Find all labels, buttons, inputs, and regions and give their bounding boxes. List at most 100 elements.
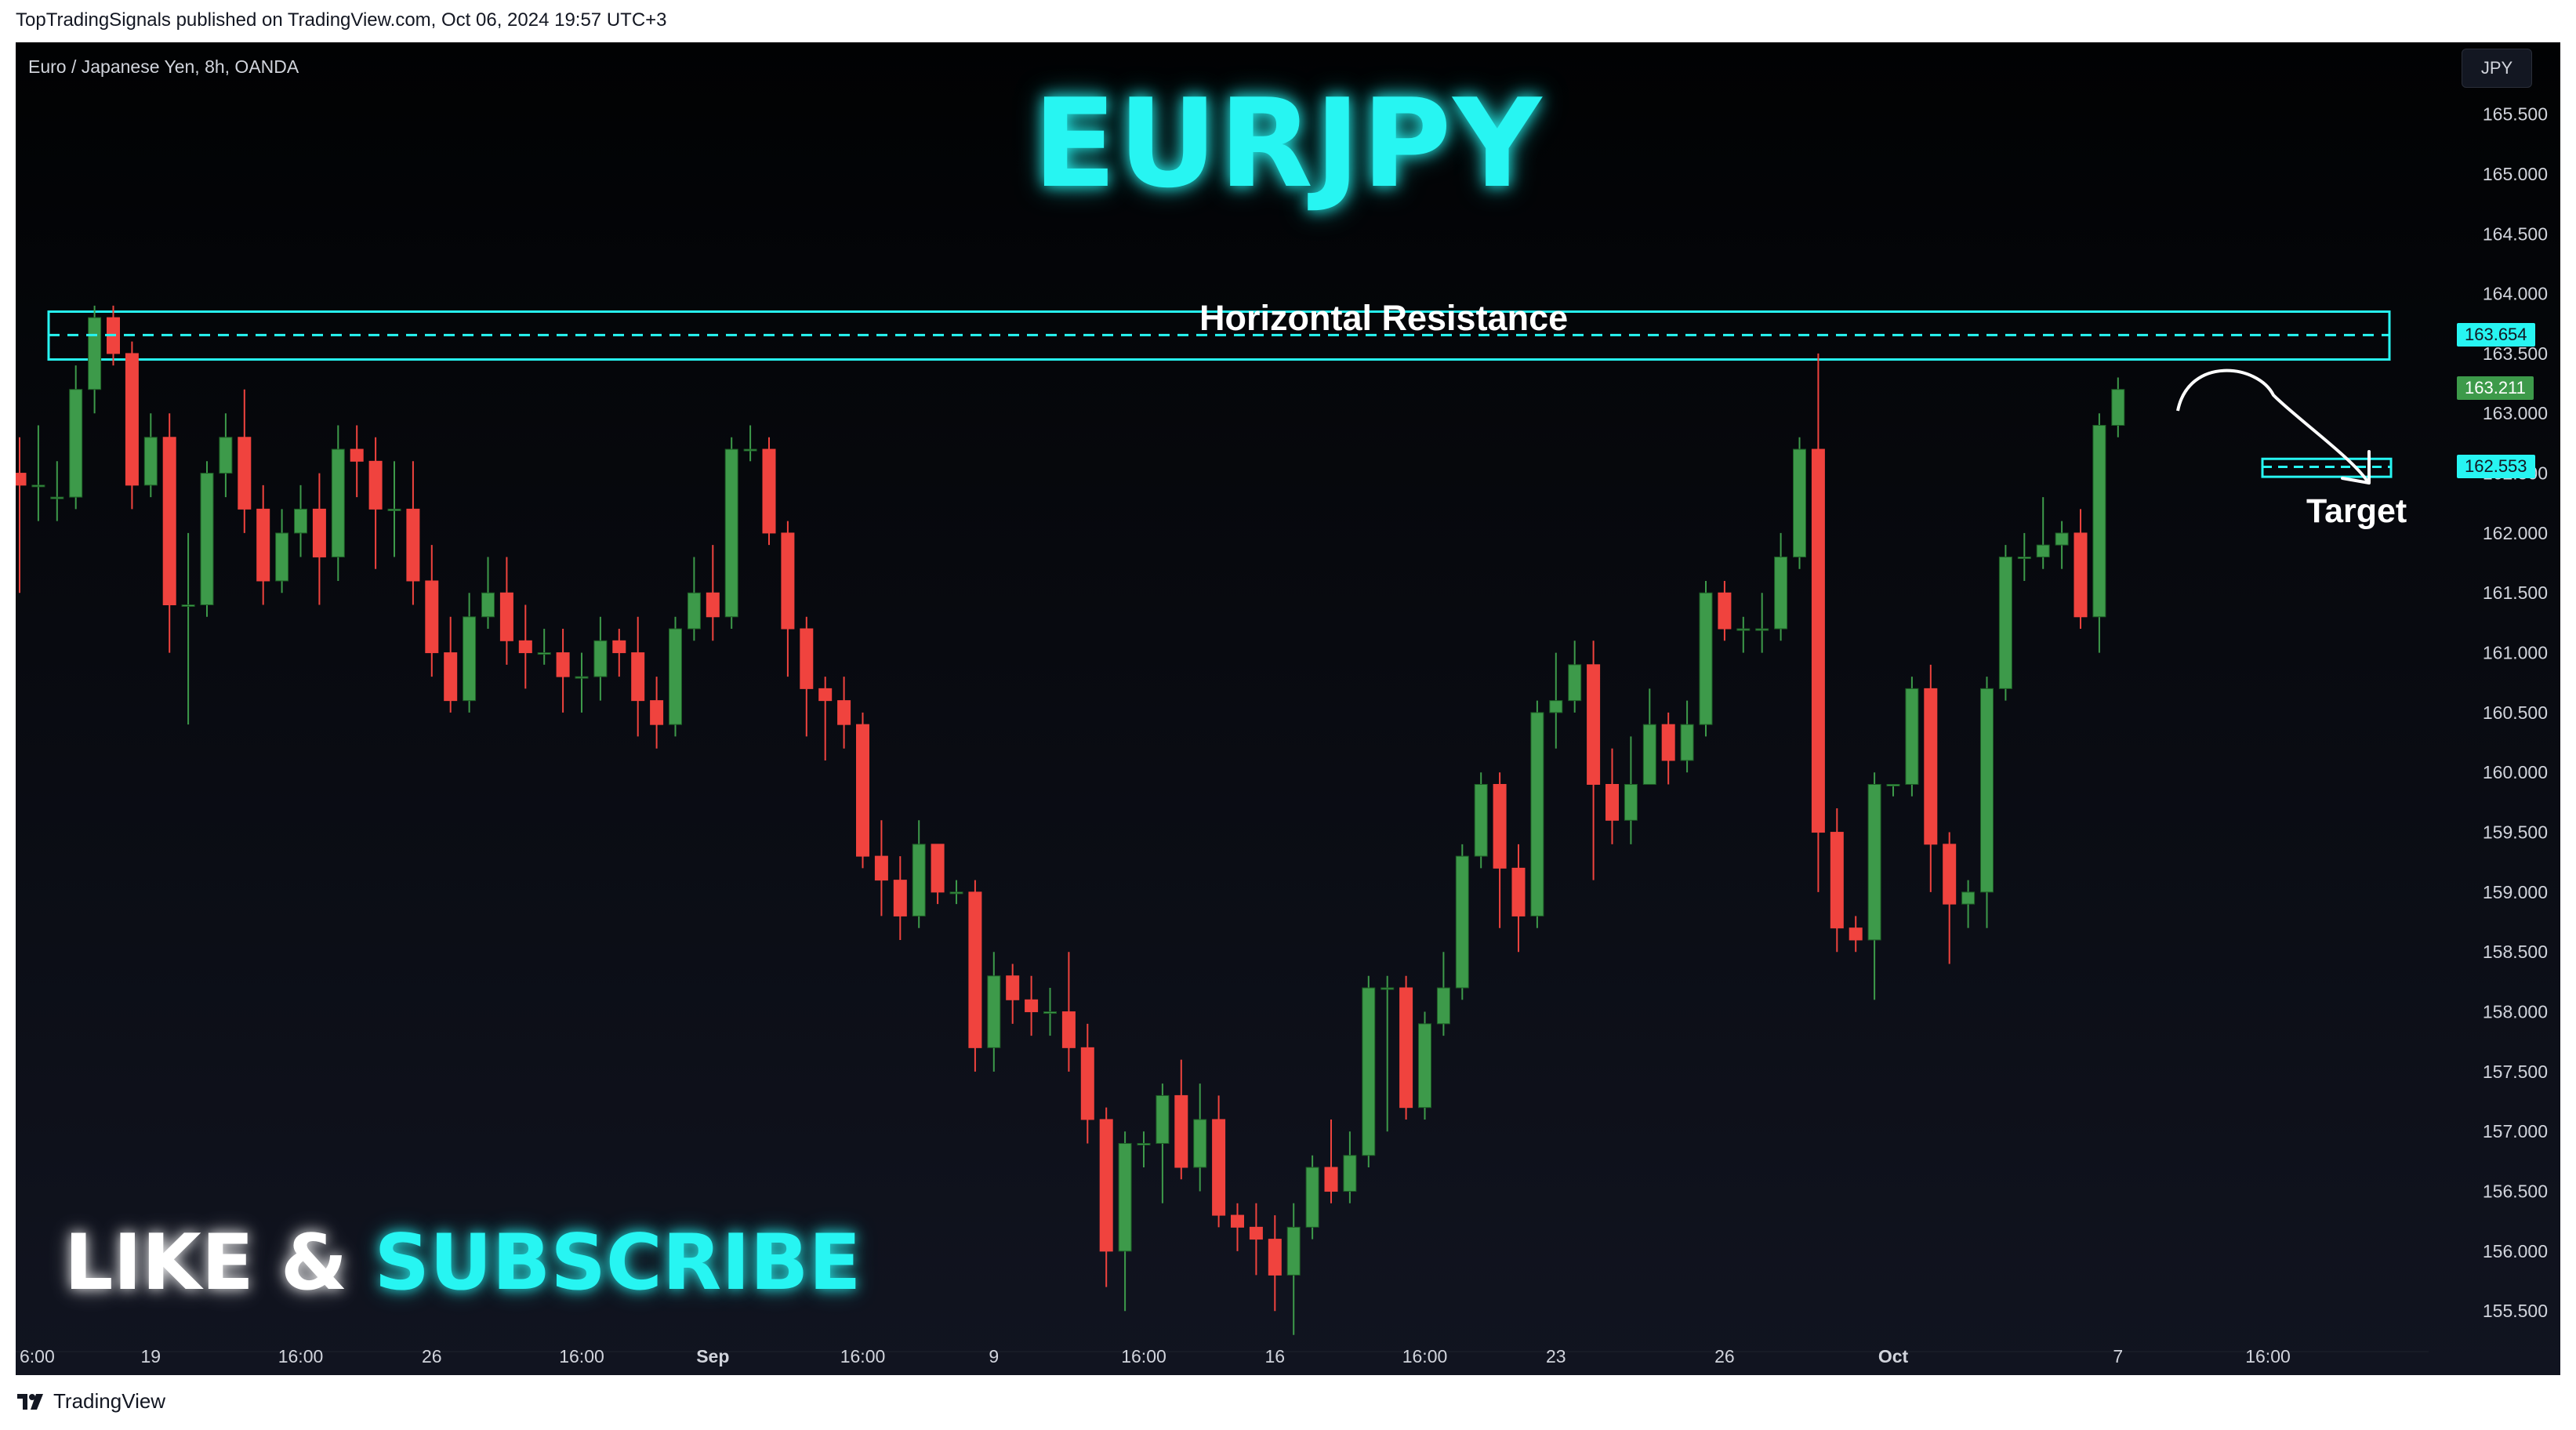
tradingview-logo[interactable]: TradingView [16,1389,165,1414]
candle [125,341,139,510]
candle [1718,580,1732,641]
candle-body [1156,1094,1170,1144]
candle [1174,1059,1188,1180]
candle [762,437,776,546]
candle [612,629,626,677]
candle [2055,521,2069,569]
x-tick-label: 16 [1265,1346,1286,1366]
candle-body [1943,844,1957,905]
candle [181,532,195,725]
publisher-bar: TopTradingSignals published on TradingVi… [0,0,2576,42]
published-text: TopTradingSignals published on TradingVi… [16,9,667,31]
candle [631,616,645,737]
candle-body [294,508,307,534]
candle [1474,772,1488,869]
x-tick-label: 16:00 [1402,1346,1448,1366]
candle [1080,1023,1094,1144]
candle-body [593,640,608,677]
candle-body [2055,532,2069,546]
like-subscribe-banner: LIKE & SUBSCRIBE [64,1218,861,1308]
y-tick-label: 159.000 [2483,882,2548,902]
candle [1118,1131,1132,1312]
candle-body [1736,628,1751,631]
candle-body [650,700,664,725]
x-tick-label: Sep [696,1346,729,1366]
y-tick-label: 159.500 [2483,822,2548,843]
candle [537,629,551,665]
candle [1324,1119,1338,1203]
candle-body [1061,1011,1076,1048]
candle-body [1774,556,1788,630]
candle-body [463,616,477,702]
candle-body [1530,712,1544,916]
candle-body [1699,592,1713,725]
candle [387,461,401,557]
candle [518,604,532,689]
x-tick-label: 16:00 [559,1346,604,1366]
candle-body [312,508,326,557]
candle-body [837,700,851,725]
candle-body [1455,855,1469,989]
candle-body [1212,1119,1226,1216]
candle-body [1980,688,1994,893]
candle [143,413,158,498]
subscribe-text: SUBSCRIBE [374,1218,862,1308]
candle-body [181,604,195,608]
candle-body [912,844,926,916]
currency-button[interactable]: JPY [2462,49,2532,88]
y-tick-label: 157.500 [2483,1062,2548,1082]
candle-body [800,628,814,689]
candle [1605,748,1619,844]
candle [331,425,345,581]
candle [1661,712,1675,785]
candle-body [1399,987,1413,1109]
candle [1305,1155,1319,1239]
y-tick-label: 157.000 [2483,1121,2548,1141]
candle [743,425,757,462]
candle-body [1436,987,1450,1025]
y-tick-label: 156.000 [2483,1241,2548,1261]
candle-body [818,688,833,702]
candle-body [1605,783,1619,821]
candle [650,677,664,749]
candle [162,413,176,653]
x-tick-label: 26 [1714,1346,1735,1366]
candle [1231,1203,1244,1251]
candle-body [518,640,532,654]
candle [312,473,326,605]
candle [1043,988,1057,1036]
candle [687,557,701,641]
target-price-badge: 162.553 [2457,455,2535,479]
candle-body [856,724,869,857]
y-tick-label: 164.500 [2483,223,2548,244]
candle-body [2017,556,2031,559]
y-tick-label: 163.000 [2483,403,2548,423]
y-tick-label: 165.500 [2483,104,2548,125]
candle-body [556,652,570,677]
candle [50,461,64,521]
candle-body [499,592,513,641]
candle [275,509,289,593]
candle [200,461,214,617]
candle-body [1474,783,1488,857]
candle-body [1755,628,1769,631]
chart-title: EURJPY [1032,72,1544,215]
candle-body [1362,987,1376,1156]
candle [1399,975,1413,1120]
candle [463,593,477,713]
chart-pane[interactable]: 155.500 156.000 156.500 157.000 157.500 158.0… [16,42,2560,1375]
candle [1436,952,1450,1036]
candle [1568,641,1582,713]
candle-body [931,844,945,893]
candle-body [1642,724,1656,785]
candle-body [1624,783,1638,821]
candle-body [949,891,963,895]
candlestick-chart[interactable]: 155.500 156.000 156.500 157.000 157.500 158.0… [16,42,2560,1375]
candle-body [893,880,907,916]
candle [481,557,495,630]
candle-body [781,532,795,630]
candle-body [612,640,626,654]
candle-body [1381,987,1395,990]
candle [949,880,963,905]
candle-body [1006,975,1020,1000]
